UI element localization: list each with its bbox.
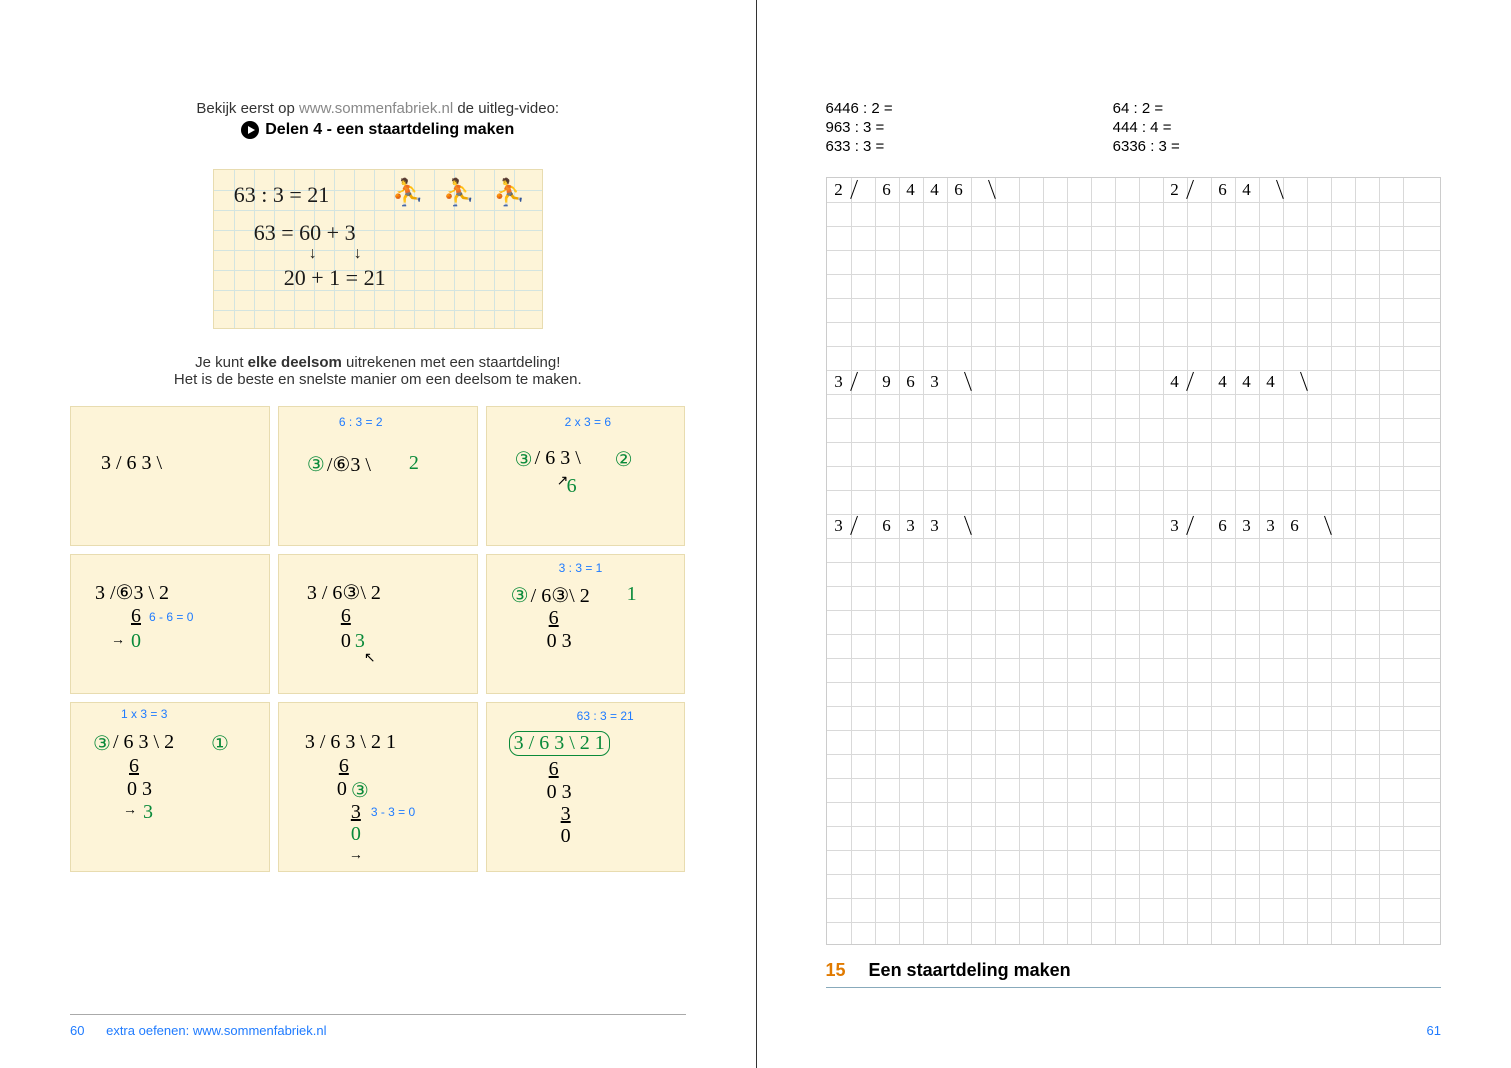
- explain-block: Je kunt elke deelsom uitrekenen met een …: [70, 354, 686, 388]
- divisor-cell: 2: [1163, 178, 1187, 202]
- dividend-digit: 4: [1235, 370, 1259, 394]
- divisor-cell: 3: [827, 370, 851, 394]
- video-title: Delen 4 - een staartdeling maken: [265, 121, 514, 139]
- problems: 6446 : 2 = 963 : 3 = 633 : 3 = 64 : 2 = 444…: [826, 100, 1442, 157]
- dividend-digit: 6: [947, 178, 971, 202]
- footer-left: 60 extra oefenen: www.sommenfabriek.nl: [70, 1014, 686, 1038]
- chapter-num: 15: [826, 960, 846, 980]
- division-slash: [1187, 514, 1211, 538]
- division-slash: [851, 514, 875, 538]
- division-backslash: [947, 514, 971, 538]
- division-backslash: [971, 178, 995, 202]
- division-backslash: [1307, 514, 1331, 538]
- division-slash: [851, 178, 875, 202]
- division-backslash: [1259, 178, 1283, 202]
- step-7: 1 x 3 = 3 ③ / 6 3 \ 2 ① 6 0 3 3 →: [70, 702, 270, 872]
- dividend-digit: 4: [923, 178, 947, 202]
- intro-prefix: Bekijk eerst op: [196, 100, 299, 117]
- dividend-digit: 9: [875, 370, 899, 394]
- intro-line: Bekijk eerst op www.sommenfabriek.nl de …: [70, 100, 686, 117]
- page-num-left: 60: [70, 1023, 84, 1038]
- dividend-digit: 3: [1259, 514, 1283, 538]
- division-backslash: [1283, 370, 1307, 394]
- step-6: 3 : 3 = 1 ③ / 6③\ 2 1 6 0 3: [486, 554, 686, 694]
- division-slash: [1187, 178, 1211, 202]
- grid-paper-wrap: 2644626439634444363336336: [826, 177, 1442, 945]
- left-page: Bekijk eerst op www.sommenfabriek.nl de …: [0, 0, 756, 1068]
- divisor-cell: 2: [827, 178, 851, 202]
- page-num-right: 61: [1427, 1023, 1441, 1038]
- problems-right-col: 64 : 2 = 444 : 4 = 6336 : 3 =: [1113, 100, 1180, 157]
- division-backslash: [947, 370, 971, 394]
- dividend-digit: 3: [899, 514, 923, 538]
- intro-suffix: de uitleg-video:: [453, 100, 559, 117]
- steps-grid: 3 / 6 3 \ 6 : 3 = 2 ③ /⑥3 \ 2 2 x 3 = 6 …: [70, 406, 686, 872]
- step-4: 3 /⑥3 \ 2 6 6 - 6 = 0 0 →: [70, 554, 270, 694]
- dividend-digit: 3: [923, 370, 947, 394]
- dividend-digit: 6: [899, 370, 923, 394]
- problem: 633 : 3 =: [826, 138, 893, 155]
- step-1: 3 / 6 3 \: [70, 406, 270, 546]
- step-3: 2 x 3 = 6 ③ / 6 3 \ ② 6 ↗: [486, 406, 686, 546]
- grid-paper: 2644626439634444363336336: [826, 177, 1441, 945]
- dividend-digit: 4: [1235, 178, 1259, 202]
- dividend-digit: 6: [1283, 514, 1307, 538]
- dividend-digit: 6: [1211, 514, 1235, 538]
- dividend-digit: 6: [875, 178, 899, 202]
- video-title-row: Delen 4 - een staartdeling maken: [70, 121, 686, 139]
- chapter-heading: 15 Een staartdeling maken: [826, 960, 1442, 988]
- intro-url: www.sommenfabriek.nl: [299, 100, 453, 117]
- step-8: 3 / 6 3 \ 2 1 6 0 ③ 3 3 - 3 = 0 0 →: [278, 702, 478, 872]
- dividend-digit: 3: [1235, 514, 1259, 538]
- problem: 963 : 3 =: [826, 119, 893, 136]
- dividend-digit: 6: [875, 514, 899, 538]
- step-5: 3 / 6③\ 2 6 0 3 ↖: [278, 554, 478, 694]
- problems-left-col: 6446 : 2 = 963 : 3 = 633 : 3 =: [826, 100, 893, 157]
- division-slash: [851, 370, 875, 394]
- footer-text: extra oefenen: www.sommenfabriek.nl: [106, 1023, 326, 1038]
- divisor-cell: 3: [827, 514, 851, 538]
- dividend-digit: 3: [923, 514, 947, 538]
- problem: 6446 : 2 =: [826, 100, 893, 117]
- dividend-digit: 4: [1259, 370, 1283, 394]
- problem: 64 : 2 =: [1113, 100, 1180, 117]
- division-slash: [1187, 370, 1211, 394]
- play-icon: [241, 121, 259, 139]
- chapter-title: Een staartdeling maken: [869, 960, 1071, 980]
- step-2: 6 : 3 = 2 ③ /⑥3 \ 2: [278, 406, 478, 546]
- divisor-cell: 3: [1163, 514, 1187, 538]
- dividend-digit: 4: [1211, 370, 1235, 394]
- divisor-cell: 4: [1163, 370, 1187, 394]
- dividend-digit: 4: [899, 178, 923, 202]
- problem: 6336 : 3 =: [1113, 138, 1180, 155]
- explain-line1: Je kunt elke deelsom uitrekenen met een …: [70, 354, 686, 371]
- step-9: 63 : 3 = 21 3 / 6 3 \ 2 1 6 0 3 3 0: [486, 702, 686, 872]
- right-page: 6446 : 2 =963 : 3 =633 : 3 = 64 : 2 =444…: [756, 0, 1511, 1068]
- problem: 444 : 4 =: [1113, 119, 1180, 136]
- explain-line2: Het is de beste en snelste manier om een…: [70, 371, 686, 388]
- handwriting-note: 63 : 3 = 2163 = 60 + 320 + 1 = 21⛹ ⛹ ⛹↓↓: [213, 169, 543, 329]
- dividend-digit: 6: [1211, 178, 1235, 202]
